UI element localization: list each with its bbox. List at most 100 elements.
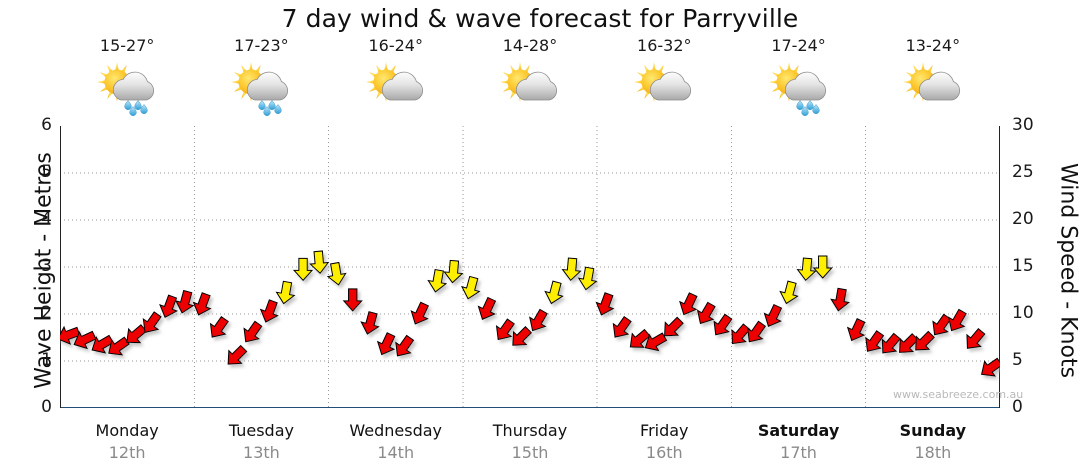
day-date: 14th xyxy=(377,443,415,462)
day-date: 18th xyxy=(914,443,952,462)
wind-arrow xyxy=(159,294,179,318)
left-tick-6: 6 xyxy=(41,115,52,135)
day-date: 12th xyxy=(108,443,146,462)
day-header-sunday: 13-24° xyxy=(866,36,1000,118)
temperature-range: 14-28° xyxy=(502,36,558,55)
wind-arrow xyxy=(679,292,698,316)
wind-arrow xyxy=(243,320,263,343)
day-date: 15th xyxy=(511,443,549,462)
day-footer-tuesday: Tuesday 13th xyxy=(194,420,328,464)
wind-arrow xyxy=(966,328,986,349)
day-header-thursday: 14-28° xyxy=(463,36,597,118)
wind-arrow xyxy=(577,266,598,291)
day-footer-thursday: Thursday 15th xyxy=(463,420,597,464)
wind-arrow xyxy=(443,259,464,284)
wind-arrow xyxy=(309,250,330,275)
sun-cloud-icon xyxy=(500,62,558,102)
day-footer-monday: Monday 12th xyxy=(60,420,194,464)
wind-arrow xyxy=(595,292,615,316)
site-watermark: www.seabreeze.com.au xyxy=(893,388,1024,401)
day-header-friday: 16-32° xyxy=(597,36,731,118)
sun-cloud-rain-icon xyxy=(231,62,289,116)
wind-arrow xyxy=(948,308,967,332)
page-title: 7 day wind & wave forecast for Parryvill… xyxy=(281,4,799,33)
temperature-range: 17-24° xyxy=(771,36,826,55)
wind-arrow xyxy=(326,261,347,286)
wind-arrow xyxy=(980,357,1000,377)
sun-cloud-icon xyxy=(903,62,960,102)
wind-arrow xyxy=(142,311,162,334)
right-tick-5: 5 xyxy=(1012,350,1023,370)
day-footer-sunday: Sunday 18th xyxy=(866,420,1000,464)
right-tick-0: 0 xyxy=(1012,397,1023,417)
wind-arrow xyxy=(865,330,885,352)
day-name: Wednesday xyxy=(349,421,443,440)
right-axis-title: Wind Speed - Knots xyxy=(1055,162,1080,379)
day-header-monday: 15-27° xyxy=(60,36,194,118)
wind-arrow xyxy=(529,308,548,332)
wind-arrow xyxy=(209,315,229,338)
wind-arrow xyxy=(915,330,935,351)
wind-arrow xyxy=(664,316,684,337)
right-tick-25: 25 xyxy=(1012,162,1034,182)
wind-arrow xyxy=(561,257,582,282)
wind-arrow xyxy=(259,299,279,323)
wind-arrow xyxy=(174,289,195,314)
day-footer-saturday: Saturday 17th xyxy=(731,420,865,464)
wind-arrow xyxy=(126,324,148,344)
temperature-range: 13-24° xyxy=(905,36,961,55)
wind-arrow xyxy=(796,257,817,282)
wind-arrow xyxy=(932,313,952,336)
wind-arrow xyxy=(629,328,651,348)
left-tick-3: 3 xyxy=(41,256,52,276)
forecast-plot-svg xyxy=(60,126,1000,408)
left-tick-0: 0 xyxy=(41,397,52,417)
day-name: Sunday xyxy=(899,421,967,440)
wind-arrow xyxy=(342,288,363,312)
day-footer-strip: Monday 12th Tuesday 13th Wednesday 14th Thursd… xyxy=(60,420,1000,472)
day-name: Monday xyxy=(95,421,159,440)
day-name: Saturday xyxy=(757,421,840,440)
sun-cloud-icon xyxy=(366,62,423,102)
wind-arrow xyxy=(713,313,733,336)
day-footer-wednesday: Wednesday 14th xyxy=(329,420,463,464)
right-tick-15: 15 xyxy=(1012,256,1034,276)
wind-arrow xyxy=(899,333,919,353)
day-name: Friday xyxy=(640,421,689,440)
wind-arrow xyxy=(461,275,481,300)
wind-arrow xyxy=(477,296,497,320)
wind-arrow xyxy=(495,318,515,341)
wind-arrow xyxy=(192,292,212,316)
day-name: Tuesday xyxy=(228,421,294,440)
right-tick-20: 20 xyxy=(1012,209,1034,229)
wind-arrow xyxy=(731,323,751,345)
day-date: 17th xyxy=(780,443,817,462)
wind-arrow xyxy=(395,334,415,357)
wind-arrow xyxy=(881,332,901,354)
day-header-saturday: 17-24° xyxy=(731,36,865,118)
wind-arrow xyxy=(544,280,564,305)
right-tick-10: 10 xyxy=(1012,303,1034,323)
wind-arrow xyxy=(60,325,81,345)
wind-arrow xyxy=(696,301,716,325)
wind-arrow xyxy=(612,315,632,338)
wind-arrow xyxy=(846,318,866,342)
wind-arrow xyxy=(779,280,799,305)
day-date: 16th xyxy=(645,443,683,462)
wind-arrow xyxy=(644,332,668,352)
wind-arrow xyxy=(360,311,380,335)
sun-cloud-rain-icon xyxy=(769,62,826,116)
wind-arrow xyxy=(91,334,114,354)
right-tick-30: 30 xyxy=(1012,115,1034,135)
wind-arrow xyxy=(512,326,533,346)
wind-arrow xyxy=(292,257,314,282)
temperature-range: 16-32° xyxy=(637,36,692,55)
wind-arrow xyxy=(812,255,833,279)
sun-cloud-rain-icon xyxy=(97,62,155,116)
day-header-wednesday: 16-24° xyxy=(329,36,463,118)
wind-arrow xyxy=(830,287,851,312)
plot-area xyxy=(60,126,1000,408)
day-header-strip: 15-27° 17-23° 16-24° 14-28° 16-32° 17-24° 13-2… xyxy=(60,36,1000,126)
left-tick-2: 2 xyxy=(41,303,52,323)
